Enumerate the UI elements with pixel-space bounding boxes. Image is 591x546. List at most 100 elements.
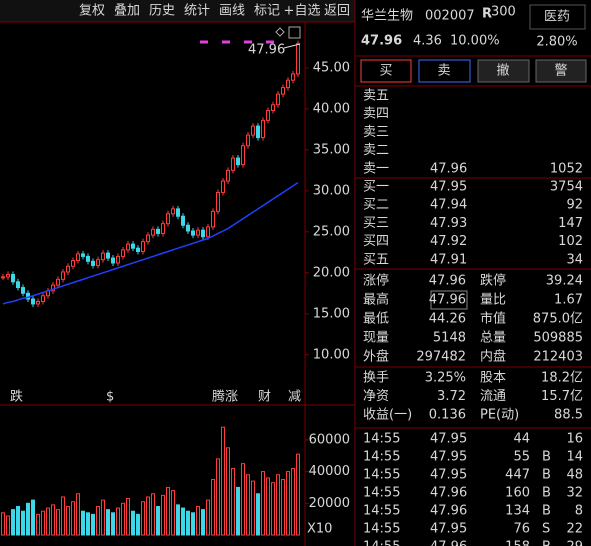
- trade-count: 14: [566, 450, 583, 465]
- toolbar-button[interactable]: +自选: [284, 4, 321, 19]
- event-marker[interactable]: 财: [258, 390, 271, 405]
- volume-bar: [231, 467, 235, 536]
- book-label: 买二: [363, 198, 389, 213]
- candle: [6, 273, 10, 278]
- trade-side: B: [542, 468, 551, 483]
- candle: [261, 119, 265, 139]
- event-marker[interactable]: 腾涨: [212, 389, 238, 405]
- toolbar-button[interactable]: 叠加: [114, 4, 140, 19]
- stat-value: 5148: [433, 331, 466, 346]
- trade-button[interactable]: 撤: [496, 63, 509, 79]
- volume-bar: [261, 471, 265, 536]
- volume-bar: [256, 493, 260, 536]
- candle: [146, 234, 150, 243]
- candle: [21, 287, 25, 294]
- trade-volume: 447: [505, 468, 530, 483]
- volume-bar: [11, 509, 15, 536]
- candle: [16, 281, 20, 289]
- book-volume: 34: [566, 252, 583, 267]
- toolbar-button[interactable]: 画线: [219, 4, 245, 19]
- candle: [71, 260, 75, 267]
- volume-bar: [171, 490, 175, 536]
- volume-bar: [56, 509, 60, 536]
- book-label: 买四: [363, 234, 389, 249]
- trade-price: 47.95: [430, 522, 467, 537]
- candle: [286, 79, 290, 89]
- trade-volume: 160: [505, 486, 530, 501]
- volume-bar: [161, 494, 165, 536]
- volume-bar: [226, 447, 230, 536]
- volume-bar: [6, 515, 10, 536]
- candle: [36, 300, 40, 305]
- trade-count: 8: [575, 504, 583, 519]
- volume-bar: [111, 512, 115, 536]
- candle: [166, 213, 170, 225]
- finance-label: 收益(一): [363, 408, 412, 423]
- candle: [56, 278, 60, 286]
- trade-button[interactable]: 警: [554, 63, 567, 79]
- cancel-button-frame[interactable]: [477, 59, 530, 83]
- volume-bar: [211, 479, 215, 536]
- buy-button-frame[interactable]: [360, 59, 412, 83]
- finance-label: 流通: [480, 389, 506, 404]
- book-label: 买一: [363, 180, 389, 195]
- event-marker[interactable]: 跌: [10, 389, 23, 405]
- toolbar-button[interactable]: 统计: [184, 4, 210, 19]
- sector-box[interactable]: [529, 4, 586, 30]
- y-tick-label: 20000: [309, 496, 350, 511]
- toolbar-button[interactable]: 标记: [254, 4, 280, 19]
- candle: [241, 145, 245, 166]
- trade-button[interactable]: 买: [379, 64, 392, 79]
- volume-bar: [196, 505, 200, 536]
- volume-bar: [16, 505, 20, 536]
- trade-price: 47.96: [430, 504, 467, 519]
- event-marker[interactable]: 减: [288, 390, 301, 405]
- trade-time: 14:55: [363, 432, 400, 447]
- book-label: 卖五: [363, 89, 389, 104]
- volume-bar: [186, 510, 190, 536]
- volume-bar: [51, 504, 55, 536]
- ma-line: [2, 182, 299, 305]
- trade-volume: 134: [505, 504, 530, 519]
- volume-bar: [221, 426, 225, 536]
- toolbar-button[interactable]: 历史: [149, 4, 175, 19]
- candle: [176, 208, 180, 217]
- trade-side: B: [542, 486, 551, 501]
- trade-button[interactable]: 卖: [437, 64, 450, 79]
- volume-bar: [61, 496, 65, 536]
- volume-bar: [121, 502, 125, 536]
- toolbar-button[interactable]: 返回: [324, 4, 350, 19]
- volume-bar: [236, 486, 240, 536]
- candle: [111, 257, 115, 264]
- alert-button-frame[interactable]: [535, 59, 587, 83]
- volume-bar: [291, 467, 295, 536]
- volume-bar: [81, 510, 85, 536]
- sell-button-frame[interactable]: [418, 59, 471, 83]
- candle: [281, 87, 285, 95]
- candle: [81, 253, 85, 257]
- change-pct: 10.00%: [450, 34, 500, 49]
- trade-count: 48: [566, 468, 583, 483]
- finance-value: 88.5: [554, 408, 583, 423]
- stat-label: 市值: [480, 311, 506, 327]
- toolbar-button[interactable]: 复权: [79, 3, 105, 19]
- event-marker[interactable]: $: [106, 390, 114, 405]
- volume-bar: [106, 509, 110, 536]
- sector[interactable]: 医药: [544, 10, 570, 25]
- trade-time: 14:55: [363, 450, 400, 465]
- volume-bar: [36, 513, 40, 536]
- candle: [66, 265, 70, 273]
- trade-volume: 44: [513, 432, 530, 447]
- book-volume: 1052: [550, 161, 583, 176]
- candle: [221, 180, 225, 193]
- candle: [96, 259, 100, 266]
- volume-bar: [271, 482, 275, 536]
- candle: [191, 230, 195, 236]
- book-volume: 92: [566, 198, 583, 213]
- candle: [161, 223, 165, 234]
- volume-bar: [21, 510, 25, 536]
- y-tick-label: 10.00: [313, 347, 350, 362]
- candle: [101, 252, 105, 261]
- book-price: 47.92: [430, 234, 467, 249]
